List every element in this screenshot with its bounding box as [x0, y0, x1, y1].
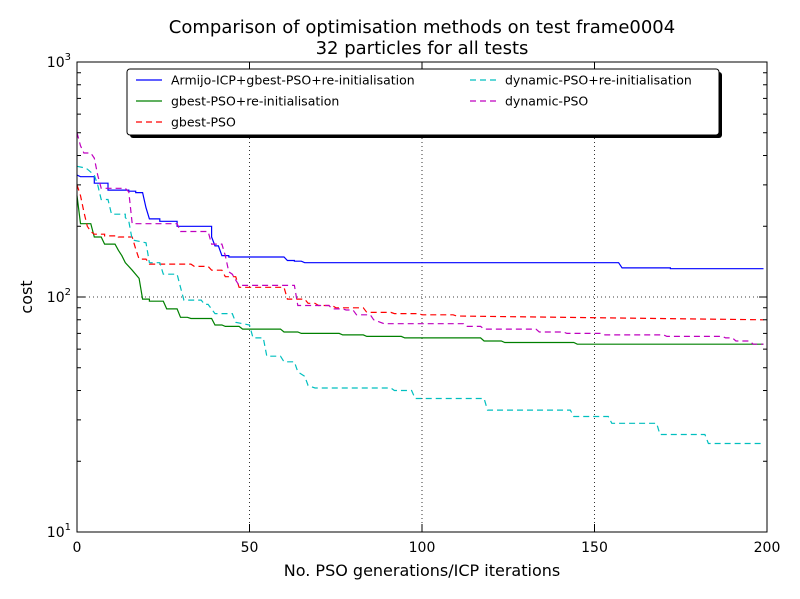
x-tick-label: 150: [581, 540, 608, 556]
series-line-5: [76, 132, 764, 345]
series-layer: [76, 132, 764, 445]
chart-title-line1: Comparison of optimisation methods on te…: [169, 17, 675, 38]
series-line-4: [76, 165, 764, 445]
x-tick-label: 100: [409, 540, 436, 556]
legend-box: [126, 68, 720, 136]
x-tick-label: 200: [754, 540, 781, 556]
y-tick-label: 103: [47, 52, 71, 71]
legend-label-5: dynamic-PSO: [505, 94, 588, 109]
legend-label-2: gbest-PSO+re-initialisation: [171, 94, 339, 109]
legend-label-3: gbest-PSO: [171, 115, 236, 130]
series-line-2: [76, 195, 764, 345]
x-tick-label: 50: [241, 540, 259, 556]
x-tick-label: 0: [73, 540, 82, 556]
legend: Armijo-ICP+gbest-PSO+re-initialisation gb…: [126, 68, 722, 138]
series-line-1: [76, 174, 764, 270]
legend-label-1: Armijo-ICP+gbest-PSO+re-initialisation: [171, 73, 415, 88]
y-tick-label: 102: [47, 287, 71, 306]
chart-title-line2: 32 particles for all tests: [316, 38, 529, 59]
x-axis-label: No. PSO generations/ICP iterations: [284, 561, 560, 580]
y-axis-label: cost: [17, 280, 36, 313]
series-line-3: [76, 184, 764, 321]
grid-layer: [77, 62, 767, 532]
y-tick-label: 101: [47, 522, 71, 541]
ticks-layer: 0 50 100 150 200 101 102 103: [47, 52, 781, 556]
legend-label-4: dynamic-PSO+re-initialisation: [505, 73, 692, 88]
